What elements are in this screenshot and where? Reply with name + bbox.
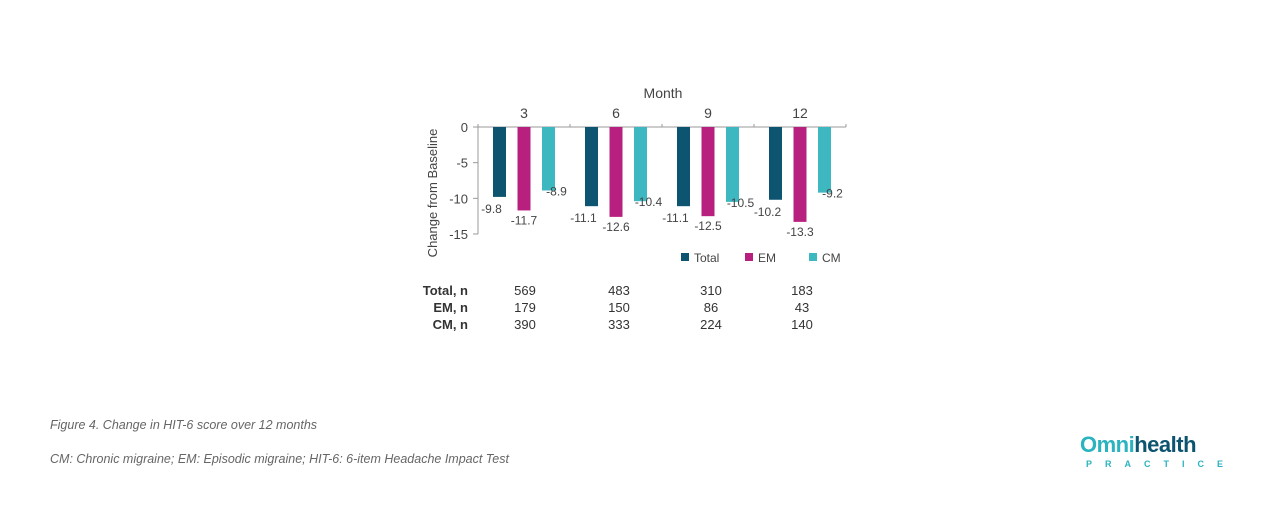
n-cell: 569 bbox=[514, 283, 536, 298]
bar-total bbox=[493, 127, 506, 197]
data-label: -10.4 bbox=[635, 195, 663, 209]
logo-part-omni: Omni bbox=[1080, 432, 1135, 457]
bar-em bbox=[609, 127, 623, 217]
n-cell: 179 bbox=[514, 300, 536, 315]
bar-cm bbox=[818, 127, 831, 193]
y-tick-label: -15 bbox=[449, 227, 468, 242]
legend-label: Total bbox=[694, 251, 719, 265]
data-label: -11.1 bbox=[662, 211, 689, 225]
y-axis-label: Change from Baseline bbox=[425, 129, 440, 258]
n-cell: 390 bbox=[514, 317, 536, 332]
chart-title: Month bbox=[644, 85, 683, 101]
bar-cm bbox=[634, 127, 647, 202]
plot-area: 0 -5 -10 -15 3 -9.8 -11.7 -8.9 6 -11.1 -12.6 -10.4 9… bbox=[449, 105, 847, 265]
n-cell: 310 bbox=[700, 283, 722, 298]
data-label: -11.7 bbox=[511, 213, 538, 227]
bar-em bbox=[793, 127, 807, 222]
bar-total bbox=[677, 127, 690, 207]
data-label: -9.2 bbox=[822, 187, 843, 201]
n-cell: 483 bbox=[608, 283, 630, 298]
legend-swatch-total bbox=[681, 253, 689, 261]
legend-label: EM bbox=[758, 251, 776, 265]
legend-swatch-em bbox=[745, 253, 753, 261]
abbreviation-note: CM: Chronic migraine; EM: Episodic migra… bbox=[50, 452, 509, 466]
bar-chart: Month Change from Baseline 0 -5 -10 -15 3 -9.… bbox=[425, 85, 847, 265]
bar-em bbox=[517, 127, 531, 211]
bar-total bbox=[585, 127, 598, 207]
n-cell: 150 bbox=[608, 300, 630, 315]
x-category-label: 3 bbox=[520, 105, 528, 121]
logo-subtitle: PRACTICE bbox=[1086, 459, 1237, 469]
n-cell: 86 bbox=[703, 300, 719, 315]
y-tick-label: 0 bbox=[461, 120, 468, 135]
legend-label: CM bbox=[822, 251, 841, 265]
figure-caption: Figure 4. Change in HIT-6 score over 12 … bbox=[50, 418, 318, 432]
logo-wordmark: Omnihealth bbox=[1080, 432, 1197, 458]
data-label: -12.5 bbox=[694, 219, 722, 233]
n-row-label: EM, n bbox=[433, 300, 468, 315]
y-tick-label: -10 bbox=[449, 191, 468, 206]
data-label: -10.2 bbox=[754, 205, 782, 219]
bar-cm bbox=[726, 127, 739, 202]
n-cell: 43 bbox=[794, 300, 810, 315]
bar-cm bbox=[542, 127, 555, 191]
data-label: -13.3 bbox=[786, 225, 814, 239]
legend-swatch-cm bbox=[809, 253, 817, 261]
n-cell: 224 bbox=[700, 317, 722, 332]
data-label: -8.9 bbox=[546, 184, 567, 198]
data-label: -11.1 bbox=[570, 211, 597, 225]
n-cell: 183 bbox=[791, 283, 813, 298]
y-tick-label: -5 bbox=[456, 156, 468, 171]
n-row-label: CM, n bbox=[432, 317, 468, 332]
x-category-label: 9 bbox=[704, 105, 712, 121]
bar-em bbox=[701, 127, 715, 217]
data-label: -9.8 bbox=[481, 202, 502, 216]
n-row-label: Total, n bbox=[422, 283, 468, 298]
logo-part-health: health bbox=[1134, 432, 1197, 457]
data-label: -12.6 bbox=[602, 220, 630, 234]
omnihealth-logo: Omnihealth PRACTICE bbox=[1080, 432, 1223, 472]
x-category-label: 6 bbox=[612, 105, 620, 121]
n-cell: 333 bbox=[608, 317, 630, 332]
data-label: -10.5 bbox=[727, 196, 755, 210]
bar-total bbox=[769, 127, 782, 200]
n-cell: 140 bbox=[791, 317, 813, 332]
x-category-label: 12 bbox=[792, 105, 808, 121]
